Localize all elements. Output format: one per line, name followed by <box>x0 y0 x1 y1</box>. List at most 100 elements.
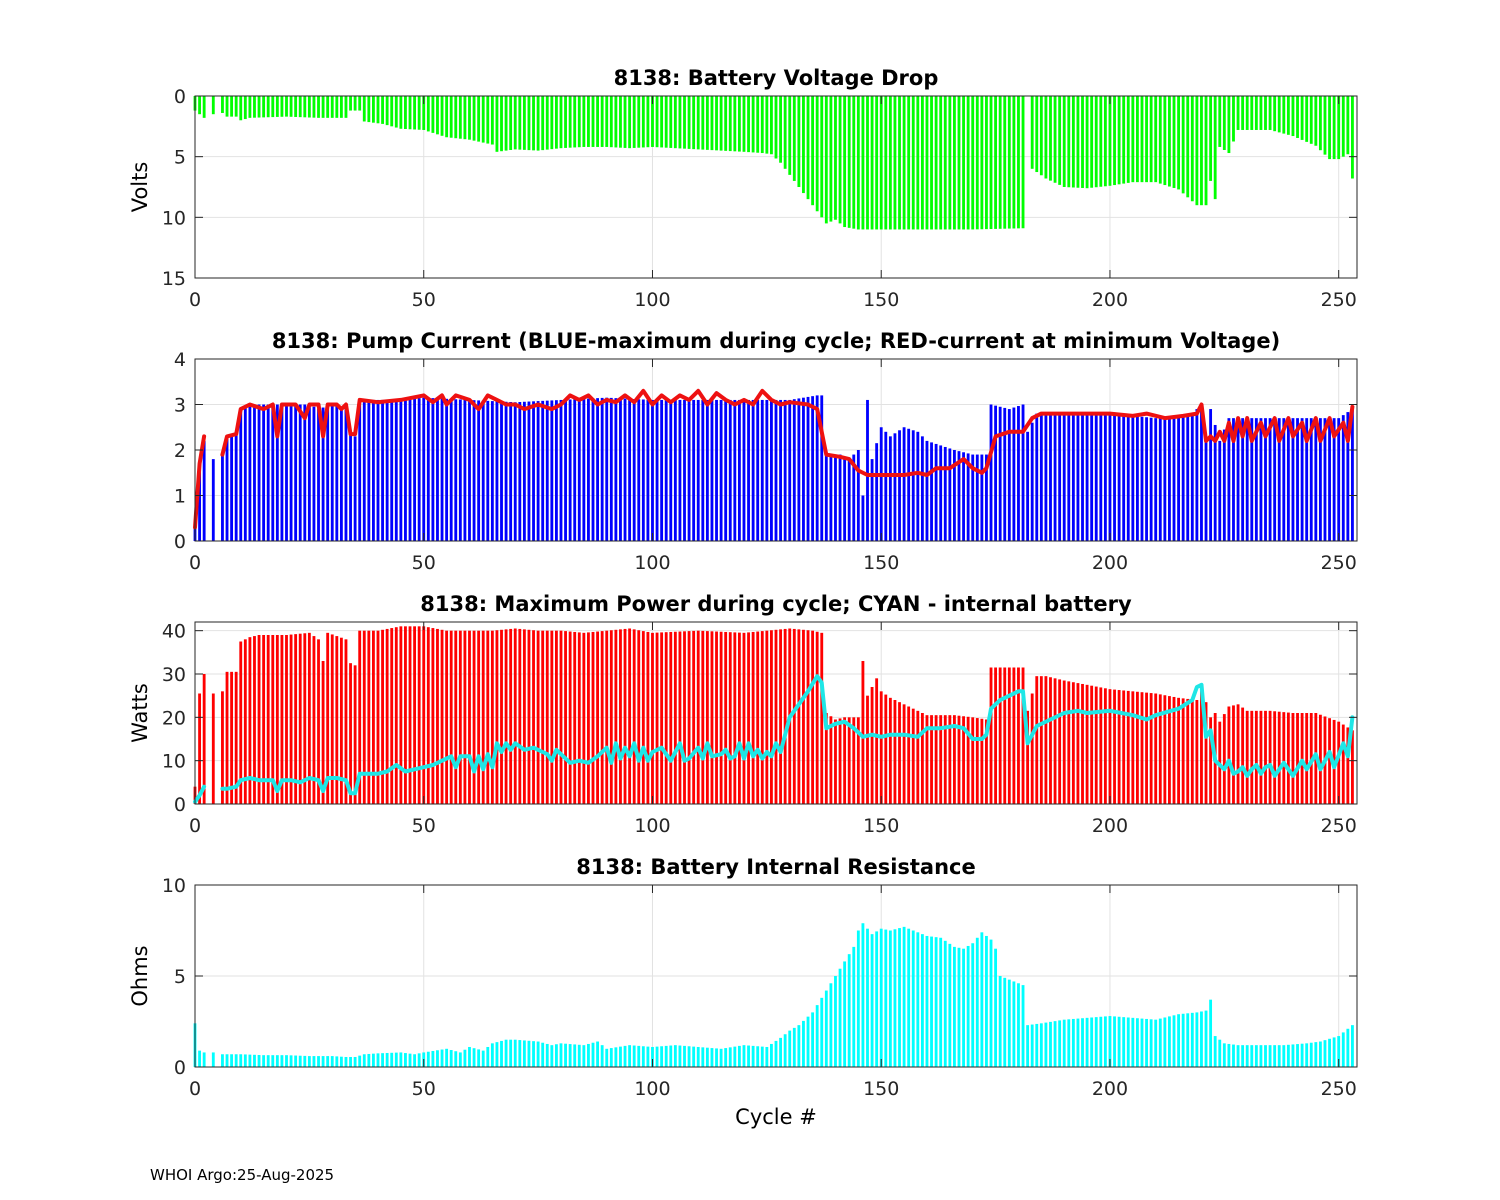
bar <box>788 399 792 541</box>
bar <box>710 399 714 541</box>
bar <box>1039 413 1043 541</box>
bar <box>1021 985 1025 1067</box>
bar <box>879 96 883 230</box>
bar <box>683 631 686 804</box>
bar <box>600 397 604 541</box>
bar <box>847 459 851 541</box>
bar <box>573 96 577 148</box>
bar <box>344 639 348 804</box>
bar <box>985 719 988 804</box>
bar <box>335 636 339 804</box>
bar <box>1245 710 1249 804</box>
bar <box>980 96 984 230</box>
bar <box>458 96 462 139</box>
bar <box>1177 96 1181 190</box>
bar <box>866 96 869 230</box>
panel-pump-current: 0 50 100 150 200 250 0 1 2 3 4 8138: Pump Current … <box>174 329 1358 574</box>
bar <box>811 96 815 206</box>
bar <box>362 399 366 541</box>
x-tick-label: 100 <box>634 815 670 837</box>
bar <box>1062 1019 1066 1067</box>
bar <box>1140 1018 1144 1067</box>
bar <box>962 716 965 804</box>
bar <box>408 1053 412 1067</box>
bar <box>289 634 293 804</box>
bar <box>646 631 650 804</box>
x-axis-label: Cycle # <box>735 1105 817 1129</box>
x-tick-label: 200 <box>1092 289 1128 311</box>
bar <box>1135 1018 1139 1067</box>
bar <box>344 1056 348 1067</box>
bar <box>495 96 499 152</box>
bar <box>641 631 645 804</box>
bar <box>518 628 522 804</box>
bar <box>1071 1018 1075 1067</box>
bar <box>1090 96 1094 188</box>
bar <box>536 630 540 804</box>
bar <box>513 628 517 804</box>
bar <box>934 96 938 230</box>
bar <box>477 630 481 804</box>
bar <box>1145 417 1148 541</box>
bar <box>1058 96 1062 185</box>
bar <box>975 718 979 804</box>
bar <box>532 96 535 151</box>
bar <box>733 399 737 541</box>
bar <box>500 1040 503 1067</box>
bar <box>577 1044 581 1067</box>
bar <box>577 399 581 541</box>
bar <box>371 630 375 804</box>
bar <box>225 436 229 541</box>
bar <box>1021 404 1025 541</box>
bar <box>285 1055 288 1067</box>
bar <box>371 399 375 541</box>
bar <box>609 630 613 804</box>
y-tick-label: 5 <box>174 966 186 988</box>
bar <box>609 397 613 541</box>
bar <box>646 96 650 148</box>
bar <box>687 631 691 804</box>
bar <box>1209 409 1213 541</box>
bar <box>344 96 348 118</box>
bar <box>1081 413 1084 541</box>
bar <box>353 96 357 111</box>
bar <box>1323 1040 1327 1067</box>
bar <box>1232 1044 1235 1067</box>
bar <box>1254 1045 1258 1067</box>
bar <box>916 431 920 541</box>
bar <box>1017 406 1020 541</box>
bar <box>1122 96 1126 184</box>
bar <box>1309 1042 1313 1067</box>
bar <box>468 1046 471 1067</box>
bar <box>985 935 988 1067</box>
bar <box>362 96 366 122</box>
bar <box>1030 1024 1034 1067</box>
bar <box>394 399 398 541</box>
bar <box>783 96 787 169</box>
bar <box>765 399 769 541</box>
x-tick-label: 50 <box>412 1078 436 1100</box>
bar <box>815 1005 819 1067</box>
bar <box>802 629 805 804</box>
bar <box>243 96 247 120</box>
bar <box>440 96 444 136</box>
y-tick-label: 3 <box>174 395 186 417</box>
bar <box>298 404 302 541</box>
bar <box>554 630 558 804</box>
bar <box>655 1046 659 1067</box>
bar <box>404 1053 407 1067</box>
bar <box>1085 413 1089 541</box>
bar <box>381 96 384 124</box>
bar <box>257 404 261 541</box>
bar <box>1341 96 1345 157</box>
bar <box>715 1048 718 1067</box>
bar <box>1337 721 1341 804</box>
bar <box>1012 96 1016 229</box>
y-tick-label: 10 <box>162 207 186 229</box>
bar <box>490 401 494 541</box>
bar <box>737 1045 741 1067</box>
ticks: 0 50 100 150 200 250 0 5 10 15 <box>162 86 1357 311</box>
bar <box>1085 96 1089 189</box>
series-green <box>193 96 1354 230</box>
bar <box>673 1045 677 1067</box>
